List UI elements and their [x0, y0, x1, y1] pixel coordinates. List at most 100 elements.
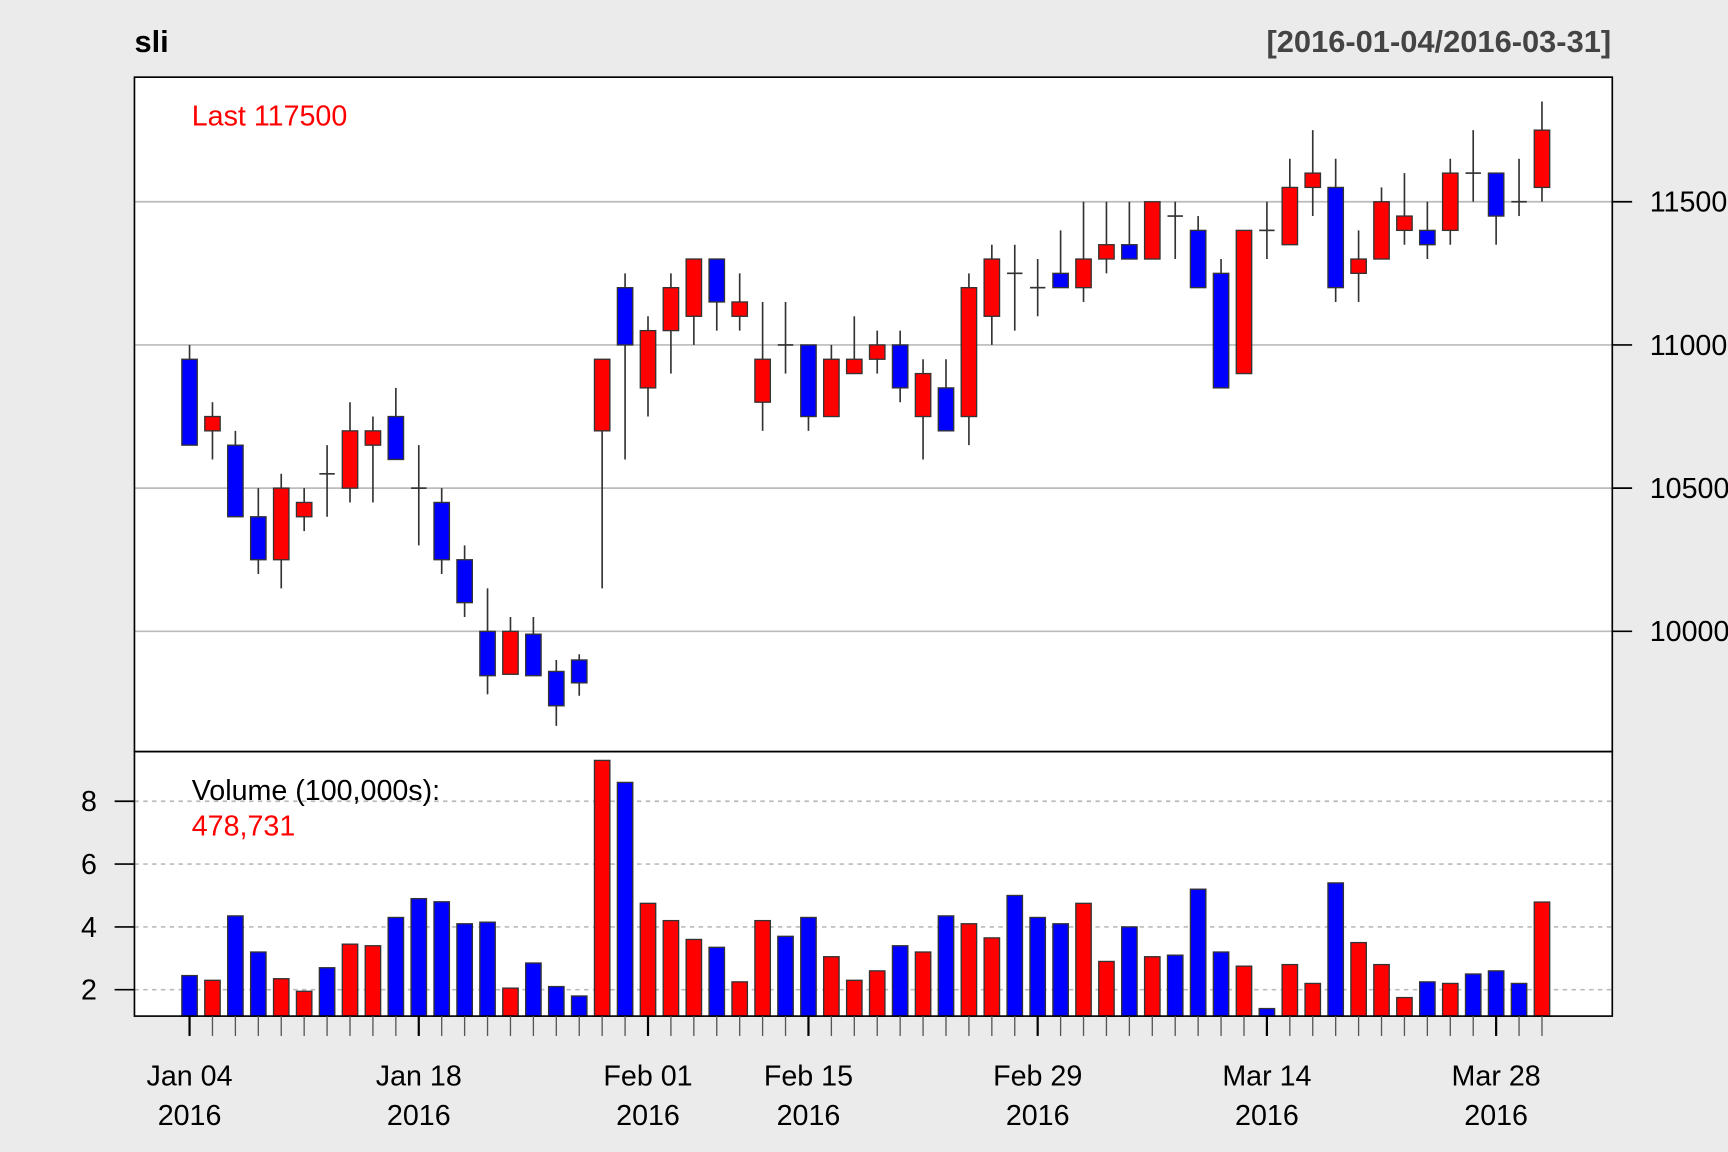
volume-bar	[456, 923, 473, 1017]
volume-bar	[433, 901, 451, 1017]
candle-body	[1396, 215, 1413, 232]
x-tick-label: Mar 14 2016	[1222, 1061, 1311, 1133]
volume-bar	[410, 897, 428, 1017]
candle-body	[570, 659, 588, 684]
x-tick-label-line: 2016	[1235, 1100, 1299, 1132]
volume-bar	[983, 937, 1001, 1017]
y2-tick-label: 2	[81, 975, 97, 1007]
volume-bar	[960, 923, 978, 1017]
candle-body	[868, 344, 886, 360]
volume-bar	[1052, 923, 1069, 1017]
candle-body	[433, 501, 451, 561]
candle-body	[937, 387, 955, 432]
volume-label: Volume (100,000s):	[192, 775, 440, 807]
x-tick-label-line: 2016	[158, 1100, 222, 1132]
volume-bar	[777, 935, 794, 1017]
last-label: Last 117500	[192, 101, 348, 133]
volume-bar	[1189, 888, 1207, 1017]
candle-body	[525, 633, 542, 677]
volume-bar	[1373, 963, 1390, 1017]
volume-bar	[1258, 1007, 1276, 1017]
y2-tick-label: 6	[81, 849, 97, 881]
volume-bar	[823, 956, 840, 1017]
candle-body	[914, 372, 932, 418]
volume-bar	[868, 970, 886, 1017]
candle-body	[1212, 272, 1230, 389]
volume-bar	[387, 916, 405, 1017]
x-tick-label-line: 2016	[1006, 1100, 1070, 1132]
volume-bar	[1510, 982, 1528, 1017]
candle-body	[295, 501, 313, 518]
volume-bar	[731, 981, 749, 1017]
volume-bar	[616, 781, 634, 1017]
volume-bar	[1006, 894, 1024, 1017]
x-tick-label: Feb 01 2016	[603, 1061, 692, 1133]
candle-body	[1441, 172, 1459, 232]
volume-bar	[479, 921, 496, 1017]
candle-body	[685, 258, 703, 317]
y2-tick-label: 8	[81, 786, 97, 818]
x-tick-label: Jan 04 2016	[147, 1061, 233, 1133]
x-tick-label-line: 2016	[387, 1100, 451, 1132]
volume-bar	[1120, 926, 1138, 1017]
volume-bar	[1350, 941, 1367, 1017]
x-tick-label-line: Feb 01	[603, 1061, 692, 1093]
volume-bar	[249, 951, 267, 1017]
candle-body	[800, 344, 817, 418]
candle-body	[960, 286, 978, 418]
chart-title: sli	[134, 24, 168, 59]
candle-body	[1143, 201, 1161, 260]
volume-bar	[662, 919, 680, 1017]
volume-bar	[525, 962, 542, 1017]
volume-bar	[204, 979, 221, 1017]
volume-last-label: 478,731	[192, 810, 296, 842]
volume-bar	[547, 985, 565, 1017]
candle-body	[662, 286, 680, 332]
candle-body	[479, 630, 496, 677]
volume-frame	[133, 750, 1614, 1017]
x-tick-label-line: 2016	[616, 1100, 680, 1132]
candle-body	[754, 358, 771, 403]
candle-body	[616, 286, 634, 346]
candle-body	[891, 344, 909, 389]
candle-body	[1075, 258, 1092, 289]
volume-bar	[845, 979, 863, 1017]
volume-bar	[800, 916, 817, 1017]
candle-body	[204, 415, 221, 432]
volume-bar	[891, 945, 909, 1017]
candle-body	[1189, 229, 1207, 289]
volume-bar	[1441, 982, 1459, 1017]
volume-bar	[502, 987, 519, 1017]
volume-bar	[1487, 970, 1505, 1017]
candle-body	[1235, 229, 1253, 375]
x-tick-label-line: Jan 04	[147, 1061, 233, 1093]
x-tick-label-line: 2016	[777, 1100, 841, 1132]
candle-body	[983, 258, 1001, 317]
candle-body	[639, 329, 657, 389]
x-tick-label: Mar 28 2016	[1452, 1061, 1541, 1133]
candle-body	[731, 301, 749, 317]
volume-bar	[1235, 965, 1253, 1017]
volume-bar	[181, 974, 198, 1017]
x-tick-label: Feb 29 2016	[993, 1061, 1082, 1133]
candle-body	[502, 630, 519, 675]
volume-bar	[708, 946, 726, 1017]
volume-bar	[364, 945, 382, 1017]
volume-bar	[1304, 982, 1322, 1017]
candle-body	[341, 430, 359, 489]
volume-bar	[937, 915, 955, 1017]
volume-bar	[227, 915, 244, 1017]
volume-bar	[272, 978, 290, 1017]
candle-body	[1120, 244, 1138, 260]
volume-bar	[1464, 973, 1482, 1017]
x-tick-label-line: Jan 18	[376, 1061, 462, 1093]
candle-body	[1281, 186, 1299, 246]
volume-bar	[1281, 963, 1299, 1017]
volume-bar	[295, 990, 313, 1017]
x-tick-label-line: Mar 14	[1222, 1061, 1311, 1093]
candle-body	[823, 358, 840, 418]
volume-bar	[685, 938, 703, 1017]
date-range: [2016-01-04/2016-03-31]	[1267, 24, 1612, 59]
